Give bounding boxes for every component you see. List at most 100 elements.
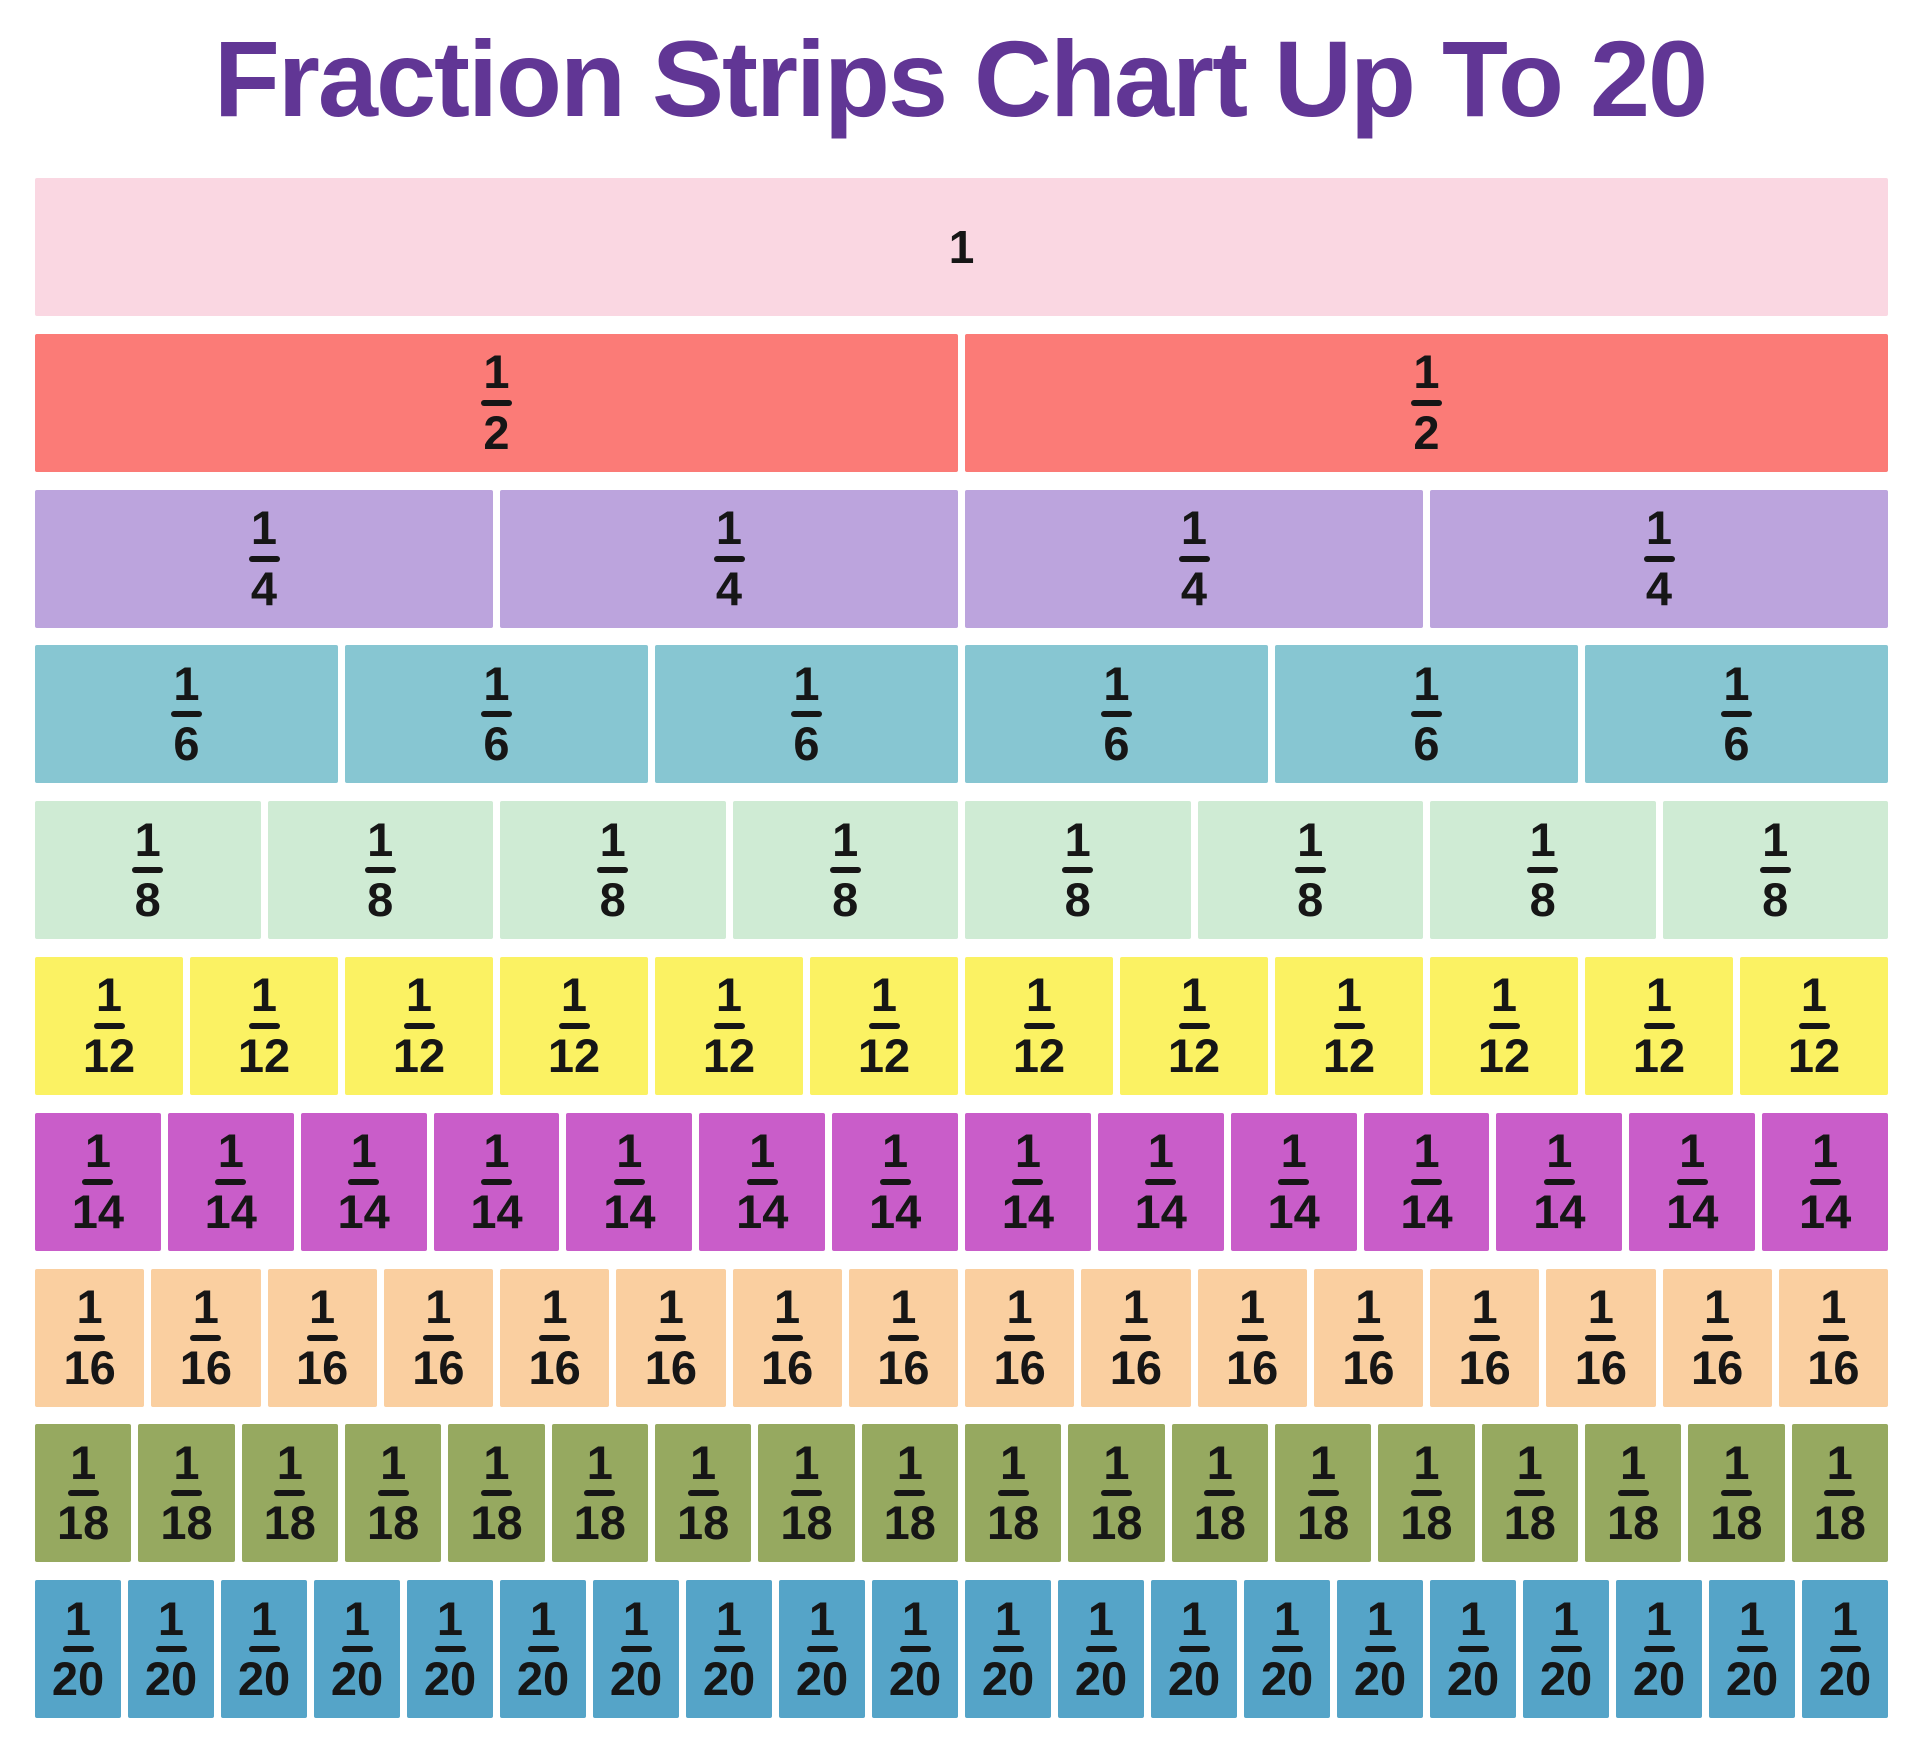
fraction-denominator: 18 [160, 1496, 213, 1550]
fraction-denominator: 8 [1762, 873, 1789, 927]
fraction-numerator: 1 [309, 1279, 336, 1333]
fraction-numerator: 1 [1103, 1435, 1130, 1489]
fraction-segment-1-16: 1 16 [1197, 1268, 1307, 1407]
fraction-denominator: 12 [547, 1028, 601, 1082]
fraction-bar [1817, 1334, 1849, 1341]
fraction-label: 1 14 [1799, 1127, 1851, 1234]
fraction-segment-1-16: 1 16 [1778, 1268, 1888, 1407]
fraction-bar [434, 1646, 466, 1653]
fraction-numerator: 1 [436, 1591, 464, 1645]
fraction-denominator: 16 [179, 1340, 233, 1394]
fraction-denominator: 20 [1818, 1652, 1872, 1706]
fraction-label: 1 20 [1447, 1595, 1499, 1702]
fraction-denominator: 6 [793, 717, 820, 771]
fraction-label: 1 20 [145, 1595, 197, 1702]
fraction-bar [1643, 555, 1675, 562]
strip-row-18: 1 18 1 18 1 18 1 18 1 18 1 18 1 18 1 18 1 18 1 18 1 18 1 18 1 18 1… [35, 1424, 1888, 1563]
fraction-label: 1 18 [1090, 1435, 1142, 1546]
fraction-bar [790, 1490, 822, 1497]
fraction-denominator: 6 [483, 717, 510, 771]
fraction-bar [1278, 1178, 1310, 1185]
fraction-denominator: 6 [173, 717, 200, 771]
fraction-numerator: 1 [1704, 1279, 1731, 1333]
fraction-segment-1-14: 1 14 [1230, 1112, 1357, 1251]
fraction-label: 1 16 [1690, 1279, 1744, 1394]
fraction-denominator: 16 [877, 1340, 930, 1394]
fraction-segment-1-20: 1 20 [872, 1580, 958, 1719]
fraction-segment-1-14: 1 14 [167, 1112, 294, 1251]
fraction-denominator: 8 [599, 873, 626, 927]
fraction-label: 1 16 [877, 1283, 930, 1394]
fraction-denominator: 8 [1064, 873, 1091, 927]
fraction-label: 1 18 [1607, 1439, 1659, 1546]
fraction-numerator: 1 [1529, 812, 1556, 866]
fraction-bar [1550, 1646, 1582, 1653]
fraction-label: 1 18 [57, 1439, 109, 1546]
fraction-bar [597, 867, 629, 874]
fraction-denominator: 4 [250, 561, 278, 615]
fraction-label: 1 20 [610, 1591, 662, 1702]
fraction-bar [1701, 1334, 1733, 1341]
fraction-denominator: 18 [1296, 1496, 1350, 1550]
fraction-label: 1 18 [470, 1439, 522, 1546]
fraction-denominator: 12 [857, 1028, 911, 1082]
fraction-numerator: 1 [95, 968, 123, 1022]
fraction-segment-1-20: 1 20 [1151, 1580, 1237, 1719]
fraction-numerator: 1 [808, 1591, 836, 1645]
fraction-denominator: 16 [644, 1340, 698, 1394]
fraction-segment-1-16: 1 16 [1081, 1268, 1191, 1407]
fraction-denominator: 20 [1353, 1652, 1407, 1706]
strip-row-14: 1 14 1 14 1 14 1 14 1 14 1 14 1 14 1 14 1 14 1 14 1 14 1 14 1 14 1… [35, 1112, 1889, 1251]
fraction-denominator: 14 [71, 1184, 125, 1238]
fraction-denominator: 16 [1807, 1340, 1860, 1394]
fraction-label: 1 14 [338, 1127, 390, 1234]
fraction-segment-1-12: 1 12 [35, 956, 183, 1095]
fraction-denominator: 16 [1690, 1340, 1744, 1394]
fraction-numerator: 1 [586, 1435, 613, 1489]
fraction-numerator: 1 [622, 1591, 650, 1645]
fraction-denominator: 20 [51, 1652, 105, 1706]
fraction-numerator: 1 [1006, 1279, 1033, 1333]
fraction-label: 1 18 [574, 1435, 626, 1546]
fraction-denominator: 8 [134, 873, 161, 927]
fraction-segment-1-20: 1 20 [1616, 1580, 1702, 1719]
fraction-label: 1 16 [296, 1279, 348, 1390]
fraction-denominator: 8 [1529, 873, 1556, 927]
fraction-bar [155, 1646, 187, 1653]
fraction-denominator: 4 [715, 561, 743, 615]
fraction-numerator: 1 [1310, 1435, 1337, 1489]
fraction-numerator: 1 [84, 1124, 111, 1178]
fraction-segment-1-20: 1 20 [965, 1580, 1051, 1719]
fraction-bar [171, 711, 202, 718]
fraction-bar [1488, 1022, 1520, 1029]
fraction-denominator: 18 [883, 1496, 936, 1550]
fraction-label: 1 12 [1168, 972, 1220, 1079]
fraction-bar [306, 1334, 338, 1341]
fraction-numerator: 1 [1180, 1591, 1208, 1645]
fraction-segment-1-18: 1 18 [1688, 1424, 1785, 1563]
fraction-segment-1-18: 1 18 [861, 1424, 958, 1563]
fraction-denominator: 2 [483, 405, 510, 459]
fraction-label: 1 12 [238, 972, 290, 1079]
fraction-segment-1-14: 1 14 [1496, 1112, 1623, 1251]
fraction-numerator: 1 [749, 1124, 776, 1178]
strip-row-20: 1 20 1 20 1 20 1 20 1 20 1 20 1 20 1 20 1 20 1 20 1 20 1 20 1 20 1… [35, 1580, 1888, 1719]
fraction-numerator: 1 [1723, 656, 1750, 710]
fraction-bar [1514, 1490, 1546, 1497]
fraction-label: 1 20 [51, 1595, 105, 1706]
fraction-denominator: 18 [780, 1496, 833, 1550]
fraction-label: 1 18 [883, 1439, 936, 1550]
fraction-label: 1 16 [1342, 1283, 1394, 1390]
fraction-segment-1-18: 1 18 [551, 1424, 648, 1563]
fraction-bar [1411, 399, 1442, 406]
